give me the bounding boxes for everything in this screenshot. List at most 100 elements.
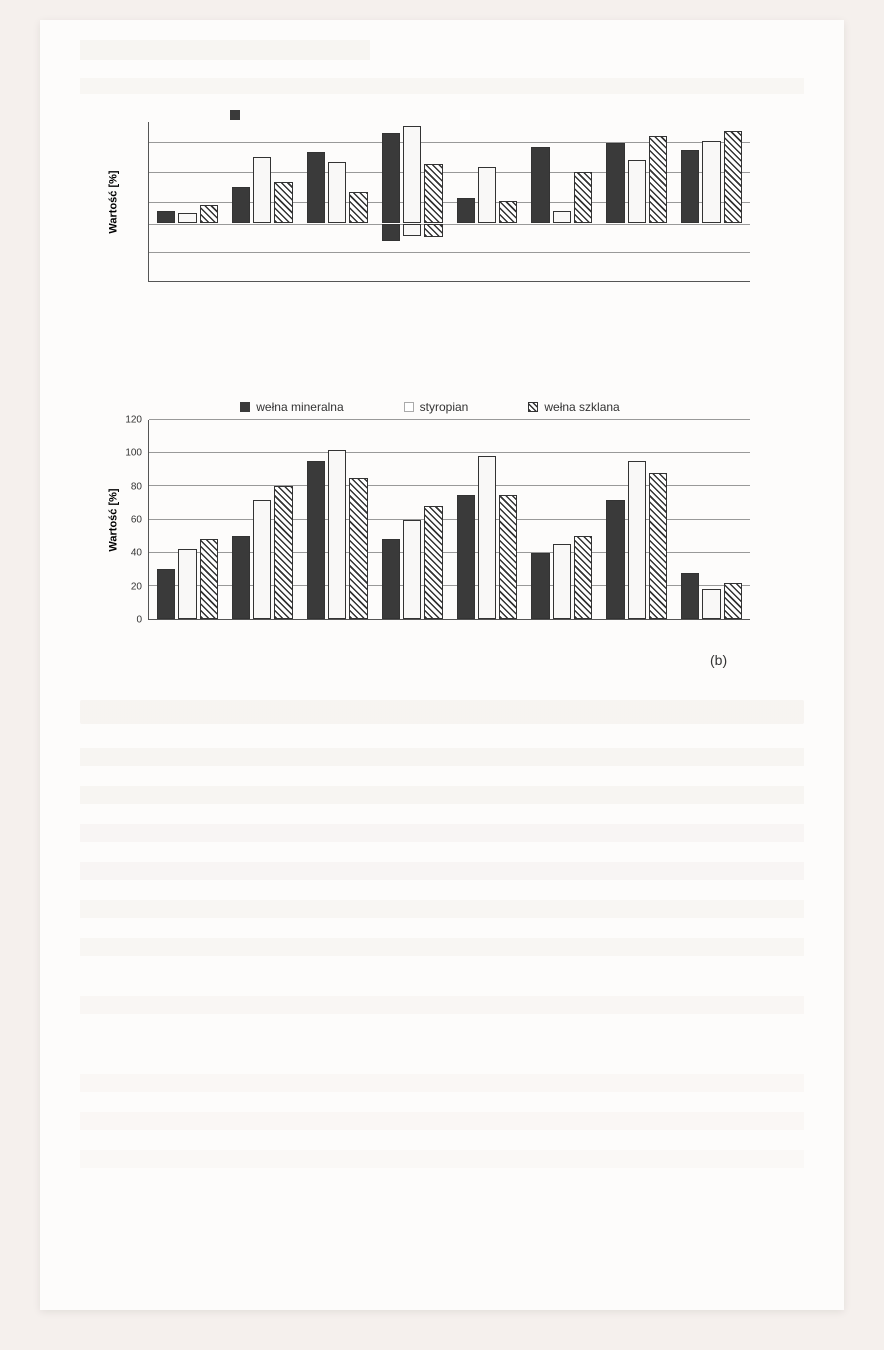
bar bbox=[424, 506, 442, 619]
bar-group bbox=[457, 420, 518, 619]
bar bbox=[457, 198, 475, 224]
bar bbox=[702, 141, 720, 223]
bar bbox=[157, 211, 175, 223]
bar bbox=[531, 147, 549, 224]
bar-group bbox=[681, 420, 742, 619]
bar bbox=[724, 583, 742, 619]
bar-group bbox=[457, 122, 518, 281]
y-tick: 80 bbox=[131, 481, 142, 492]
bar bbox=[200, 539, 218, 619]
bar bbox=[307, 152, 325, 223]
y-tick: 40 bbox=[131, 548, 142, 559]
swatch-solid-icon bbox=[230, 110, 240, 120]
bar-group bbox=[681, 122, 742, 281]
y-tick: 0 bbox=[136, 615, 142, 626]
y-axis: Wartość [%] bbox=[110, 122, 146, 282]
bar-groups bbox=[149, 420, 750, 619]
y-tick: 60 bbox=[131, 515, 142, 526]
bar bbox=[499, 495, 517, 619]
chart-a-legend bbox=[110, 110, 750, 120]
bar bbox=[606, 500, 624, 619]
bar bbox=[178, 213, 196, 223]
bar bbox=[553, 211, 571, 223]
bar bbox=[232, 536, 250, 619]
chart-a-body bbox=[148, 122, 750, 282]
bar bbox=[424, 164, 442, 223]
legend-label-3: wełna szklana bbox=[544, 400, 619, 414]
legend-label-1: wełna mineralna bbox=[256, 400, 343, 414]
chart-b: wełna mineralna styropian wełna szklana … bbox=[110, 400, 750, 660]
ghost-text-top bbox=[80, 40, 804, 108]
chart-a: Wartość [%] bbox=[110, 110, 750, 310]
bar bbox=[724, 131, 742, 223]
y-axis-label: Wartość [%] bbox=[108, 488, 120, 551]
legend-item-3: wełna szklana bbox=[528, 400, 619, 414]
chart-a-plot: Wartość [%] bbox=[110, 122, 750, 282]
bar-negative bbox=[424, 224, 442, 237]
bar bbox=[574, 536, 592, 619]
bar-groups bbox=[149, 122, 750, 281]
bar bbox=[403, 126, 421, 223]
bar bbox=[328, 162, 346, 223]
y-axis-label: Wartość [%] bbox=[108, 170, 120, 233]
bar-group bbox=[606, 122, 667, 281]
bar-group bbox=[232, 122, 293, 281]
bar bbox=[649, 136, 667, 223]
swatch-hatch-icon bbox=[528, 402, 538, 412]
bar bbox=[178, 549, 196, 619]
bar bbox=[253, 500, 271, 619]
chart-b-legend: wełna mineralna styropian wełna szklana bbox=[110, 400, 750, 414]
bar bbox=[382, 539, 400, 619]
bar bbox=[307, 461, 325, 619]
bar bbox=[553, 544, 571, 619]
bar bbox=[574, 172, 592, 223]
bar bbox=[274, 486, 292, 619]
chart-b-body bbox=[148, 420, 750, 620]
bar-negative bbox=[382, 224, 400, 241]
chart-b-plot: Wartość [%] 020406080100120 bbox=[110, 420, 750, 620]
bar bbox=[681, 150, 699, 223]
bar bbox=[349, 478, 367, 619]
bar-group bbox=[606, 420, 667, 619]
y-axis: Wartość [%] 020406080100120 bbox=[110, 420, 146, 620]
bar bbox=[649, 473, 667, 619]
bar bbox=[531, 553, 549, 619]
bar bbox=[200, 205, 218, 223]
bar bbox=[274, 182, 292, 223]
bar-negative bbox=[403, 224, 421, 236]
bar bbox=[606, 143, 624, 223]
bar bbox=[349, 192, 367, 223]
subfigure-label-b: (b) bbox=[710, 652, 727, 668]
bar-group bbox=[531, 420, 592, 619]
legend-label-2: styropian bbox=[420, 400, 469, 414]
bar-group bbox=[232, 420, 293, 619]
bar-group bbox=[307, 420, 368, 619]
bar bbox=[382, 133, 400, 223]
bar-group bbox=[382, 122, 443, 281]
bar bbox=[478, 456, 496, 619]
bar bbox=[157, 569, 175, 619]
bar-group bbox=[157, 420, 218, 619]
ghost-text bbox=[80, 700, 804, 1188]
bar bbox=[253, 157, 271, 223]
legend-item-1: wełna mineralna bbox=[240, 400, 343, 414]
bar bbox=[702, 589, 720, 619]
swatch-blank-icon bbox=[460, 110, 470, 120]
bar bbox=[457, 495, 475, 619]
bar bbox=[403, 520, 421, 620]
bar bbox=[628, 461, 646, 619]
bar bbox=[328, 450, 346, 619]
swatch-blank-icon bbox=[404, 402, 414, 412]
bar bbox=[232, 187, 250, 223]
bar-group bbox=[307, 122, 368, 281]
bar bbox=[478, 167, 496, 223]
bar-group bbox=[382, 420, 443, 619]
y-tick: 20 bbox=[131, 581, 142, 592]
bar bbox=[681, 573, 699, 619]
y-tick: 120 bbox=[125, 415, 142, 426]
legend-item-2: styropian bbox=[404, 400, 469, 414]
bar-group bbox=[157, 122, 218, 281]
bar bbox=[499, 201, 517, 223]
y-tick: 100 bbox=[125, 448, 142, 459]
bar-group bbox=[531, 122, 592, 281]
